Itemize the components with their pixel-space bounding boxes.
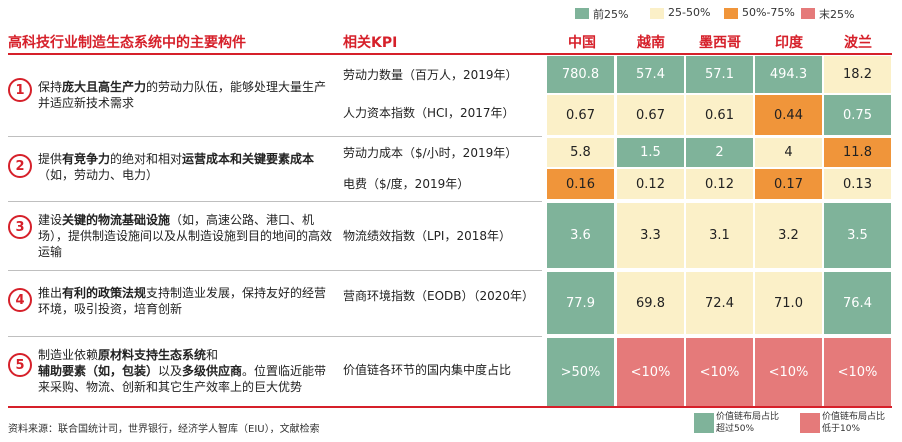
kpi-value-cell: 0.61	[686, 95, 753, 135]
legend-swatch	[575, 8, 589, 19]
kpi-value-cell: 0.17	[755, 169, 822, 199]
kpi-value-cell: 69.8	[617, 272, 684, 334]
kpi-label: 人力资本指数（HCI，2017年）	[343, 106, 515, 120]
kpi-value-cell: 3.3	[617, 203, 684, 268]
kpi-value-cell: 1.5	[617, 138, 684, 167]
kpi-value-cell: 0.12	[617, 169, 684, 199]
kpi-value-cell: 0.67	[547, 95, 614, 135]
feature-description: 保持庞大且高生产力的劳动力队伍，能够处理大量生产并适应新技术需求	[38, 80, 327, 110]
kpi-value-cell: 11.8	[824, 138, 891, 167]
kpi-value-cell: 0.13	[824, 169, 891, 199]
kpi-label: 物流绩效指数（LPI，2018年）	[343, 229, 512, 243]
kpi-value-cell: 0.75	[824, 95, 891, 135]
kpi-column-title: 相关KPI	[343, 35, 398, 51]
kpi-value-cell: 18.2	[824, 56, 891, 93]
kpi-value-cell: 3.2	[755, 203, 822, 268]
country-header: 印度	[775, 35, 803, 51]
kpi-value-cell: 780.8	[547, 56, 614, 93]
legend-label-over50: 价值链布局占比超过50%	[716, 412, 780, 434]
legend-label-under10: 价值链布局占比低于10%	[822, 412, 886, 434]
kpi-value-cell: 3.6	[547, 203, 614, 268]
feature-description: 提供有竞争力的绝对和相对运营成本和关键要素成本（如，劳动力、电力）	[38, 152, 315, 182]
kpi-value-cell: 77.9	[547, 272, 614, 334]
source-note: 资料来源：联合国统计司，世界银行，经济学人智库（EIU），文献检索	[8, 424, 320, 435]
left-column-title: 高科技行业制造生态系统中的主要构件	[8, 35, 246, 51]
kpi-value-cell: 71.0	[755, 272, 822, 334]
row-divider	[8, 336, 542, 337]
country-header: 越南	[637, 35, 665, 51]
kpi-value-cell: 2	[686, 138, 753, 167]
kpi-label: 价值链各环节的国内集中度占比	[343, 363, 512, 377]
kpi-label: 劳动力成本（$/小时，2019年）	[343, 146, 518, 160]
feature-number: 2	[8, 154, 32, 178]
kpi-value-cell: <10%	[617, 338, 684, 406]
legend-label: 25-50%	[668, 6, 711, 19]
legend-swatch	[650, 8, 664, 19]
feature-number: 5	[8, 353, 32, 377]
kpi-value-cell: <10%	[686, 338, 753, 406]
feature-description: 制造业依赖原材料支持生态系统和辅助要素（如，包装）以及多级供应商。位置临近能带来…	[38, 348, 327, 394]
kpi-label: 劳动力数量（百万人，2019年）	[343, 68, 518, 82]
kpi-value-cell: 3.1	[686, 203, 753, 268]
legend-label: 50%-75%	[742, 6, 795, 19]
row-divider	[8, 136, 542, 137]
kpi-value-cell: 5.8	[547, 138, 614, 167]
kpi-value-cell: >50%	[547, 338, 614, 406]
legend-swatch-over50	[694, 413, 714, 433]
kpi-label: 电费（$/度，2019年）	[343, 177, 470, 191]
feature-number: 3	[8, 215, 32, 239]
legend-swatch	[801, 8, 815, 19]
legend-swatch	[724, 8, 738, 19]
country-header: 中国	[568, 35, 596, 51]
feature-number: 1	[8, 78, 32, 102]
kpi-value-cell: 0.44	[755, 95, 822, 135]
kpi-value-cell: 76.4	[824, 272, 891, 334]
kpi-value-cell: 4	[755, 138, 822, 167]
feature-description: 推出有利的政策法规支持制造业发展，保持友好的经营环境，吸引投资，培育创新	[38, 286, 327, 316]
country-header: 墨西哥	[699, 35, 741, 51]
row-divider	[8, 270, 542, 271]
country-header: 波兰	[844, 35, 872, 51]
row-divider	[8, 201, 542, 202]
header-divider	[8, 53, 892, 55]
legend-label: 末25%	[819, 8, 855, 21]
kpi-value-cell: 0.16	[547, 169, 614, 199]
kpi-value-cell: 0.12	[686, 169, 753, 199]
kpi-value-cell: 57.1	[686, 56, 753, 93]
kpi-value-cell: 72.4	[686, 272, 753, 334]
legend-label: 前25%	[593, 8, 629, 21]
feature-description: 建设关键的物流基础设施（如，高速公路、港口、机场），提供制造设施间以及从制造设施…	[38, 213, 333, 259]
kpi-value-cell: 3.5	[824, 203, 891, 268]
kpi-value-cell: 0.67	[617, 95, 684, 135]
feature-number: 4	[8, 288, 32, 312]
kpi-value-cell: 57.4	[617, 56, 684, 93]
kpi-label: 营商环境指数（EODB）（2020年）	[343, 289, 535, 303]
bottom-divider	[8, 406, 892, 408]
kpi-value-cell: <10%	[824, 338, 891, 406]
kpi-value-cell: <10%	[755, 338, 822, 406]
legend-swatch-under10	[800, 413, 820, 433]
kpi-value-cell: 494.3	[755, 56, 822, 93]
